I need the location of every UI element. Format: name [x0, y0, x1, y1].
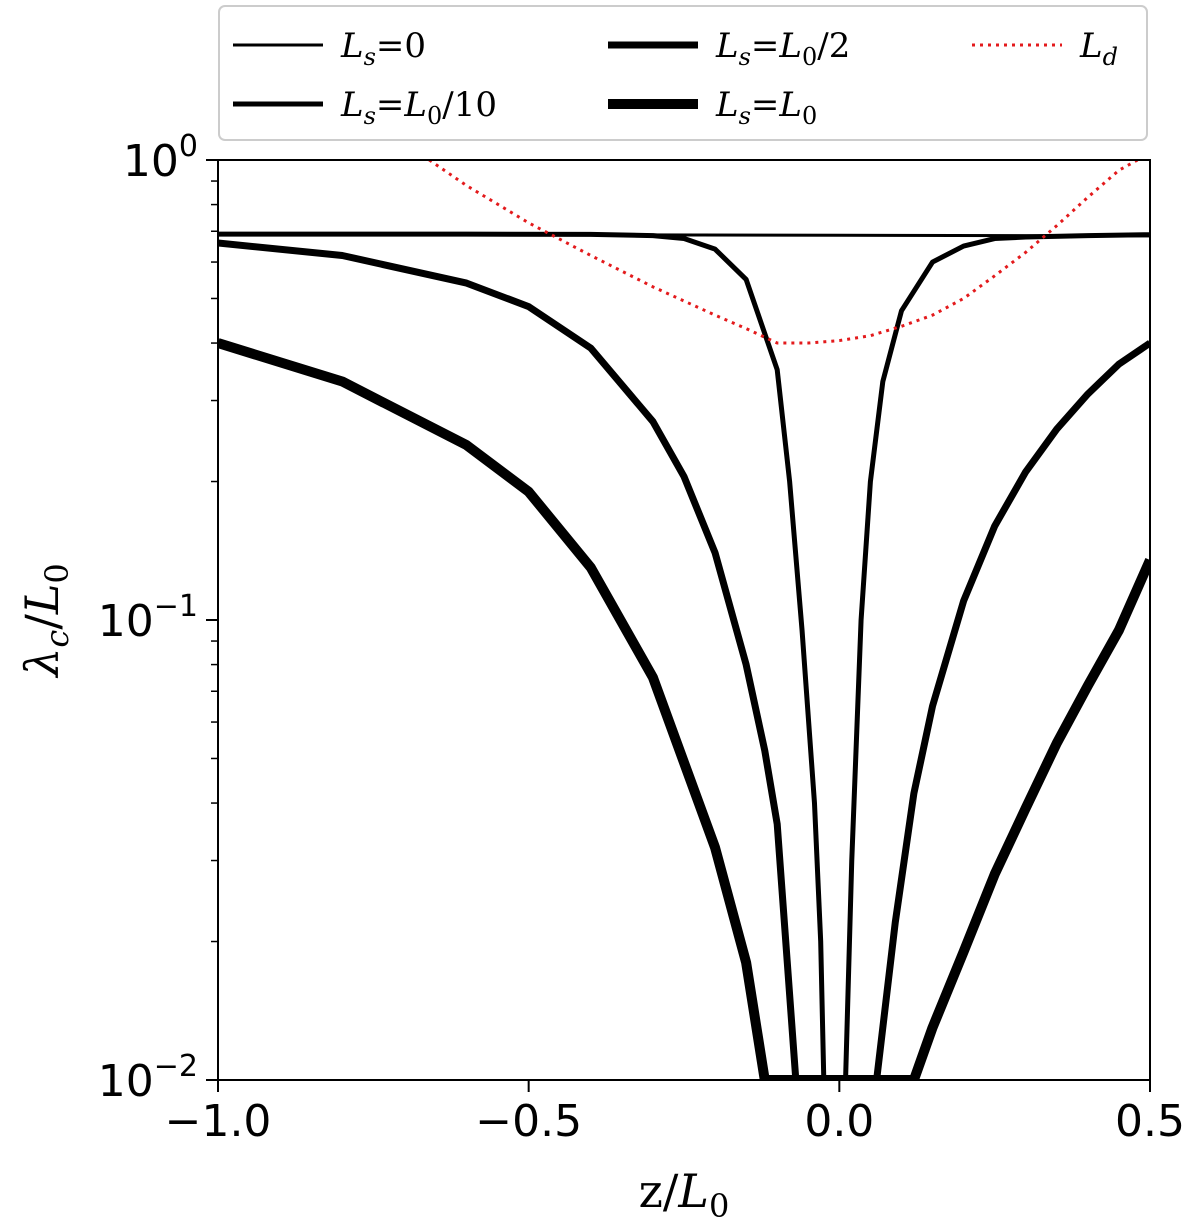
legend-label-4: Ld [1079, 26, 1118, 71]
x-axis-title: z/L0 [639, 1164, 730, 1219]
series-group [218, 160, 1150, 1080]
x-tick-label-3: 0.5 [1115, 1096, 1185, 1147]
x-tick-label-1: −0.5 [475, 1096, 582, 1147]
legend-label-2: Ls=L0/2 [715, 26, 850, 71]
series-line-4 [428, 160, 1139, 345]
x-tick-label-2: 0.0 [804, 1096, 874, 1147]
y-tick-label-1: 10−1 [98, 589, 198, 647]
legend-label-0: Ls=0 [340, 26, 426, 71]
series-line-3 [218, 338, 1150, 1080]
plot-area-frame [217, 159, 1151, 1081]
legend-label-3: Ls=L0 [715, 85, 817, 130]
y-tick-label-0: 10−2 [98, 1049, 198, 1107]
axis-ticks: −1.0 −0.5 0.0 0.5 10−2 10−1 100 [98, 129, 1185, 1147]
y-axis-title: λc/L0 [15, 563, 76, 678]
legend: Ls=0 Ls=L0/10 Ls=L0/2 Ls=L0 Ld [218, 5, 1148, 141]
x-tick-label-0: −1.0 [165, 1096, 272, 1147]
legend-label-1: Ls=L0/10 [340, 85, 497, 130]
legend-box [218, 5, 1148, 141]
y-tick-label-2: 100 [123, 129, 198, 187]
series-line-2 [218, 239, 1150, 1080]
series-line-1 [218, 231, 1150, 1080]
